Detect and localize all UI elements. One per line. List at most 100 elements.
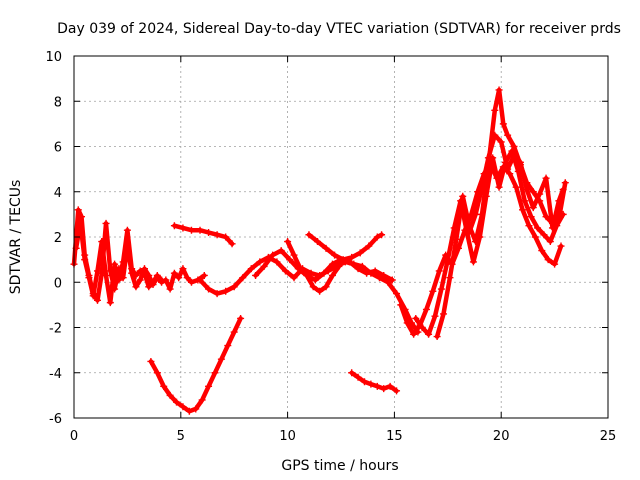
data-point — [551, 260, 559, 268]
data-point — [290, 274, 298, 282]
data-point — [237, 314, 245, 322]
data-point — [540, 231, 548, 239]
data-point — [128, 265, 136, 273]
data-point — [314, 238, 322, 246]
data-point — [478, 210, 486, 218]
data-point — [491, 106, 499, 114]
data-point — [196, 226, 204, 234]
data-point — [115, 276, 123, 284]
series-arc-2 — [72, 219, 166, 307]
data-point — [205, 285, 213, 293]
series-arc-5 — [196, 253, 422, 336]
data-point — [527, 213, 535, 221]
data-point — [119, 258, 127, 266]
data-point — [77, 213, 85, 221]
data-point — [89, 292, 97, 300]
data-point — [516, 158, 524, 166]
data-point — [316, 287, 324, 295]
data-point — [205, 382, 213, 390]
data-point — [544, 256, 552, 264]
data-point — [305, 231, 313, 239]
data-point — [136, 267, 144, 275]
data-point — [200, 271, 208, 279]
data-point — [555, 197, 563, 205]
data-point — [559, 185, 567, 193]
data-point — [281, 267, 289, 275]
data-point — [529, 188, 537, 196]
data-point — [198, 396, 206, 404]
data-point — [230, 283, 238, 291]
data-point — [373, 233, 381, 241]
data-point — [290, 251, 298, 259]
data-point — [217, 355, 225, 363]
data-point — [538, 247, 546, 255]
data-point — [205, 228, 213, 236]
data-point — [286, 256, 294, 264]
data-point — [525, 222, 533, 230]
data-point — [397, 301, 405, 309]
data-point — [147, 357, 155, 365]
data-point — [145, 283, 153, 291]
data-point — [93, 296, 101, 304]
data-point — [534, 224, 542, 232]
data-point — [510, 152, 518, 160]
data-point — [529, 204, 537, 212]
data-point — [166, 391, 174, 399]
data-point — [452, 235, 460, 243]
data-point — [354, 265, 362, 273]
data-point — [444, 256, 452, 264]
data-point — [459, 192, 467, 200]
data-point — [356, 249, 364, 257]
y-axis-label: SDTVAR / TECUs — [8, 180, 24, 295]
data-point — [393, 387, 401, 395]
data-point — [222, 233, 230, 241]
data-point — [153, 369, 161, 377]
data-point — [437, 285, 445, 293]
data-point — [185, 407, 193, 415]
data-point — [284, 238, 292, 246]
data-point — [303, 271, 311, 279]
chart-title: Day 039 of 2024, Sidereal Day-to-day VTE… — [57, 21, 621, 37]
y-tick-label: -6 — [49, 412, 62, 427]
data-point — [123, 226, 131, 234]
data-point — [160, 382, 168, 390]
series-arc-11 — [412, 147, 567, 338]
data-point — [363, 269, 371, 277]
data-point — [360, 378, 368, 386]
data-point — [536, 190, 544, 198]
y-tick-label: -4 — [49, 367, 62, 382]
data-point — [187, 278, 195, 286]
data-point — [132, 271, 140, 279]
data-point — [506, 170, 514, 178]
data-point — [561, 179, 569, 187]
data-point — [339, 256, 347, 264]
data-point — [478, 183, 486, 191]
series-trace — [413, 148, 566, 337]
data-point — [149, 278, 157, 286]
y-tick-label: -2 — [49, 322, 62, 337]
data-point — [179, 265, 187, 273]
data-point — [367, 380, 375, 388]
data-point — [256, 258, 264, 266]
data-point — [98, 238, 106, 246]
data-point — [546, 238, 554, 246]
data-point — [472, 238, 480, 246]
data-point — [422, 305, 430, 313]
data-point — [277, 247, 285, 255]
data-point — [102, 271, 110, 279]
data-point — [495, 86, 503, 94]
data-point — [403, 319, 411, 327]
data-point — [484, 154, 492, 162]
data-point — [311, 276, 319, 284]
data-point — [499, 120, 507, 128]
y-tick-label: 0 — [54, 276, 62, 291]
data-point — [322, 283, 330, 291]
data-point — [179, 224, 187, 232]
series-trace — [466, 132, 566, 235]
y-tick-label: 4 — [54, 186, 62, 201]
data-point — [192, 405, 200, 413]
y-tick-label: 8 — [54, 95, 62, 110]
data-point — [548, 224, 556, 232]
data-point — [371, 267, 379, 275]
